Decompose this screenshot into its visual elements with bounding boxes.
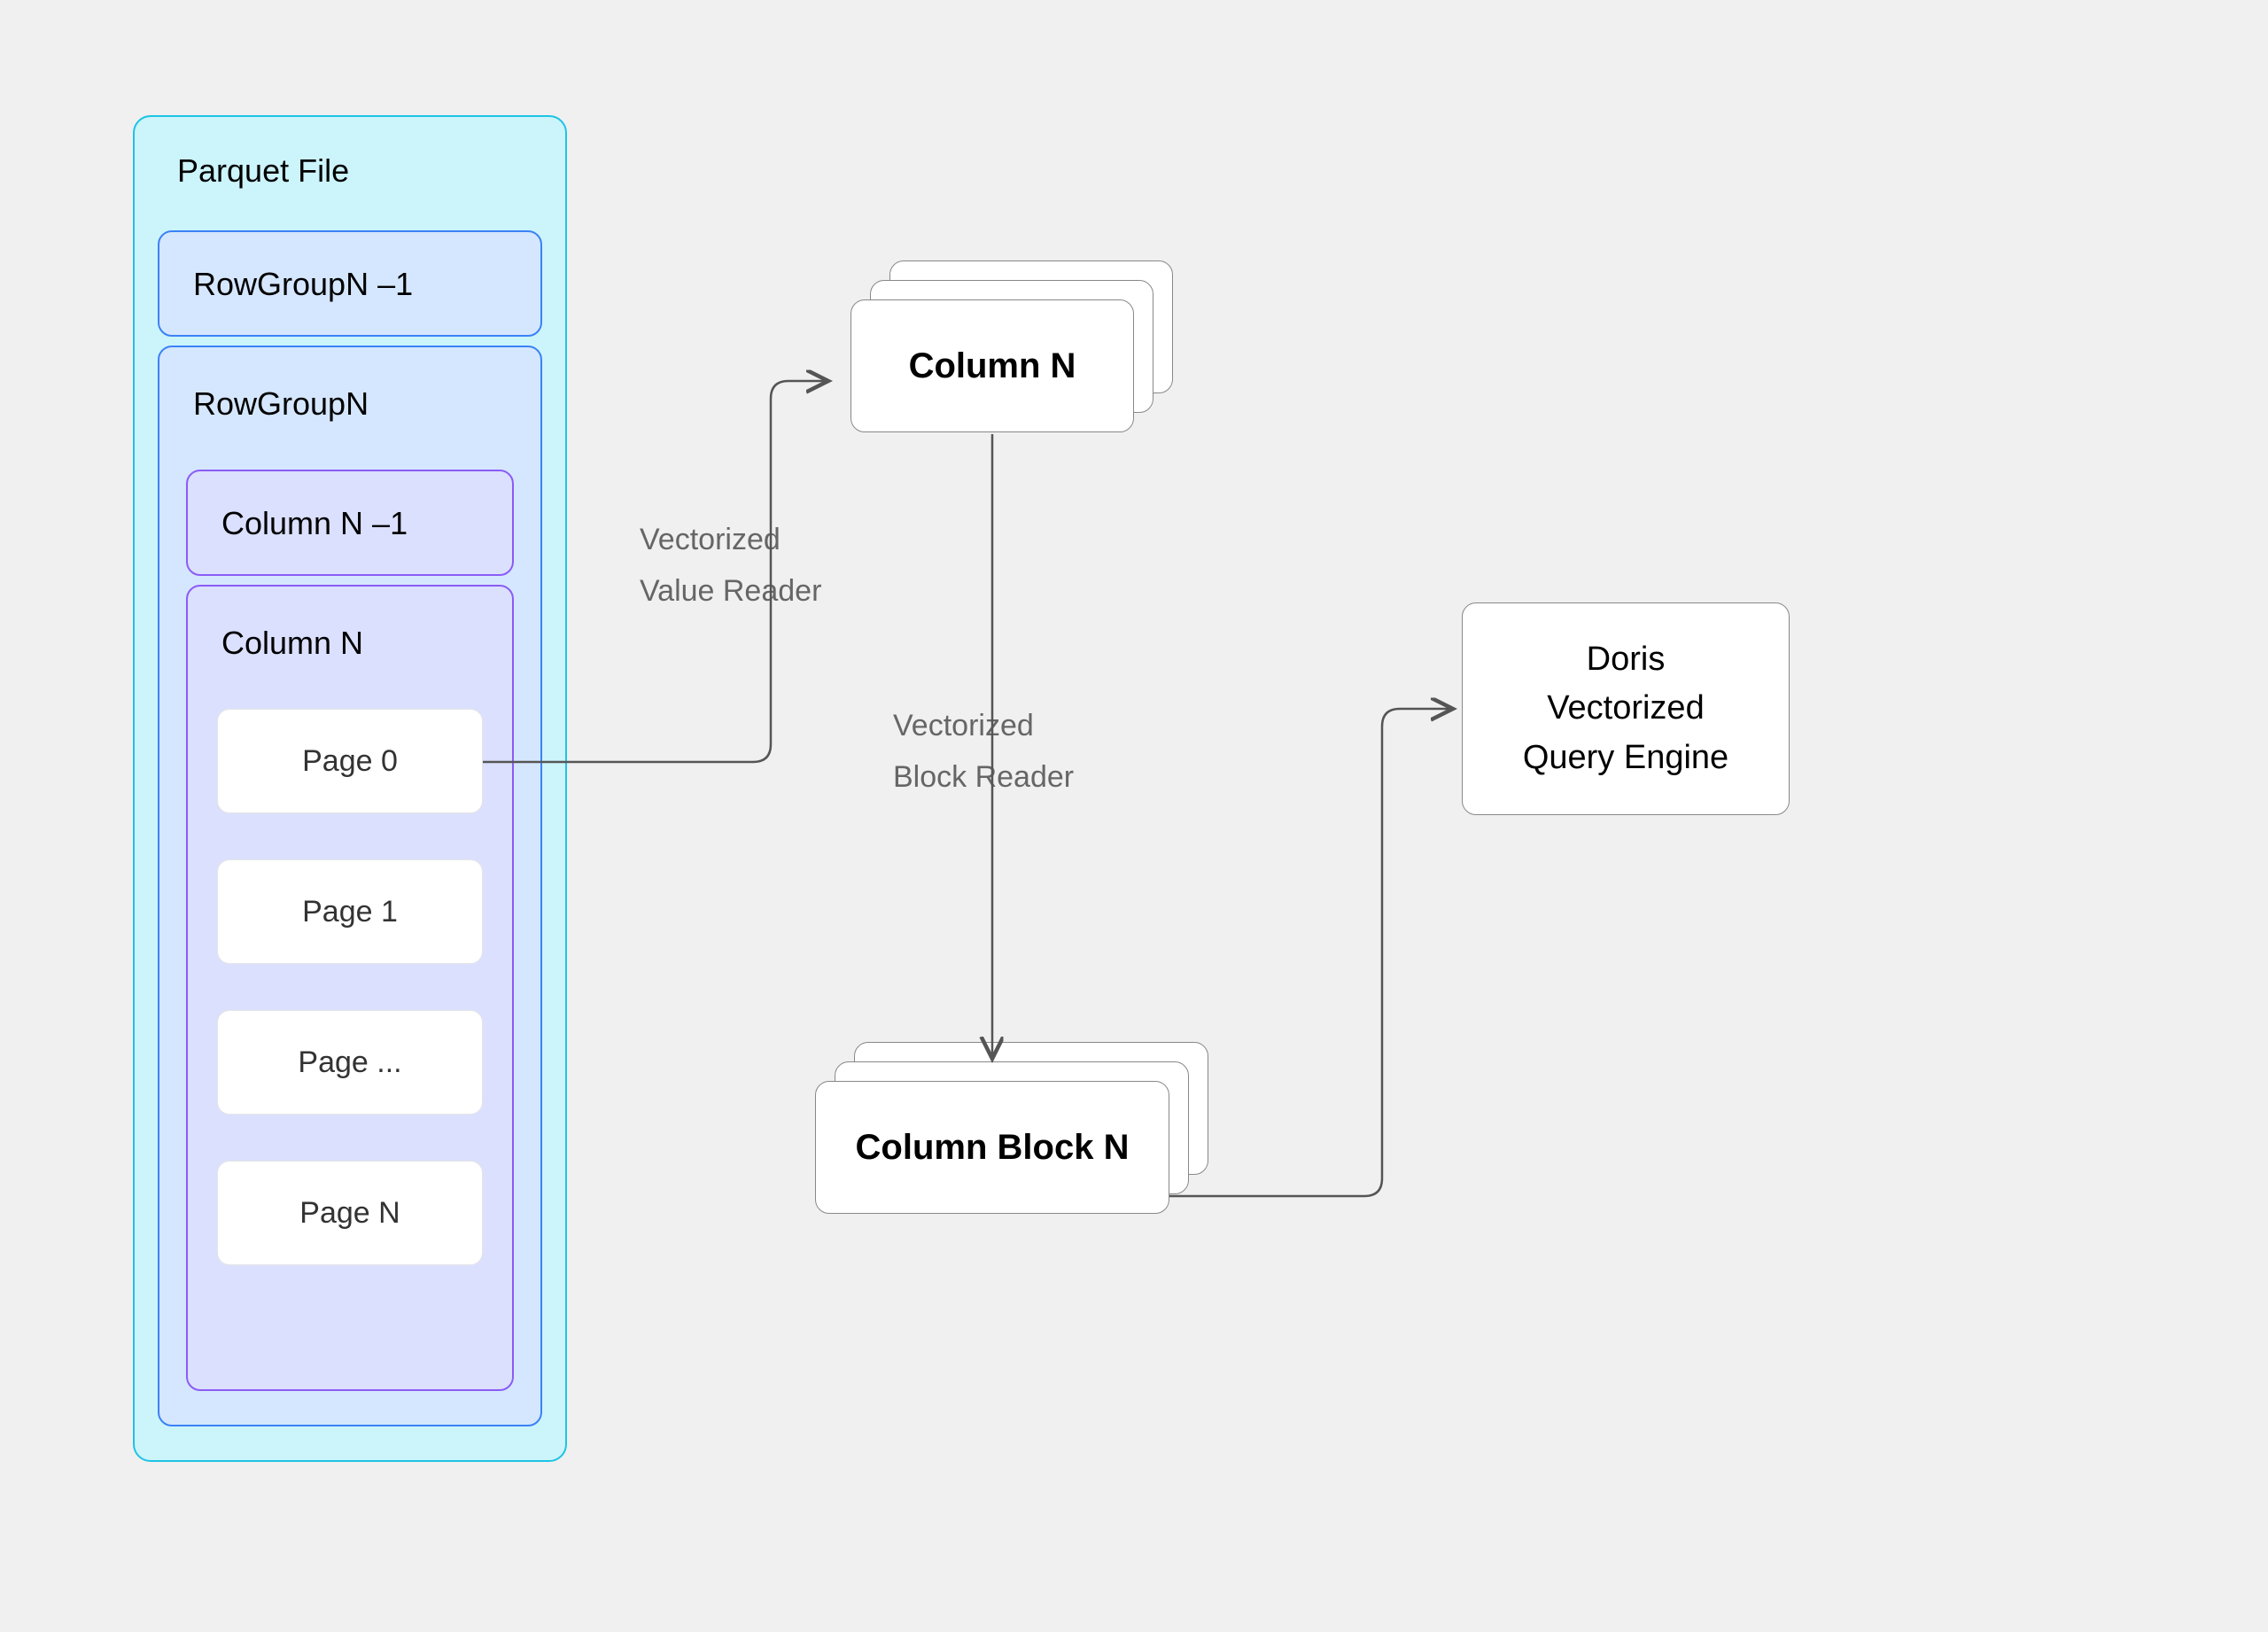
value-reader-line1: Vectorized [640, 514, 821, 565]
page-box: Page 1 [217, 859, 483, 964]
engine-line: Vectorized [1547, 684, 1704, 733]
page-box: Page N [217, 1161, 483, 1265]
engine-box: Doris Vectorized Query Engine [1462, 602, 1790, 815]
value-reader-line2: Value Reader [640, 565, 821, 617]
value-reader-label: Vectorized Value Reader [640, 514, 821, 617]
page-label: Page 0 [302, 744, 398, 779]
column-label: Column N [221, 625, 363, 662]
page-label: Page 1 [302, 895, 398, 929]
page-box: Page ... [217, 1010, 483, 1115]
page-label: Page ... [298, 1045, 401, 1080]
block-reader-line1: Vectorized [893, 700, 1074, 751]
column-box [186, 585, 514, 1391]
block-stack-front: Column Block N [815, 1081, 1169, 1214]
block-stack-label: Column Block N [856, 1128, 1130, 1168]
engine-line: Doris [1587, 635, 1666, 684]
parquet-file-label: Parquet File [177, 152, 349, 190]
block-reader-line2: Block Reader [893, 751, 1074, 803]
rowgroup-prev-label: RowGroupN –1 [193, 266, 413, 303]
engine-line: Query Engine [1523, 734, 1728, 782]
column-prev-label: Column N –1 [221, 505, 408, 542]
page-box: Page 0 [217, 709, 483, 813]
block-reader-label: Vectorized Block Reader [893, 700, 1074, 803]
arrow-block-to-engine [1169, 709, 1453, 1196]
column-stack-label: Column N [909, 346, 1076, 386]
page-label: Page N [299, 1196, 400, 1231]
rowgroup-label: RowGroupN [193, 385, 369, 423]
column-stack-front: Column N [850, 299, 1134, 432]
